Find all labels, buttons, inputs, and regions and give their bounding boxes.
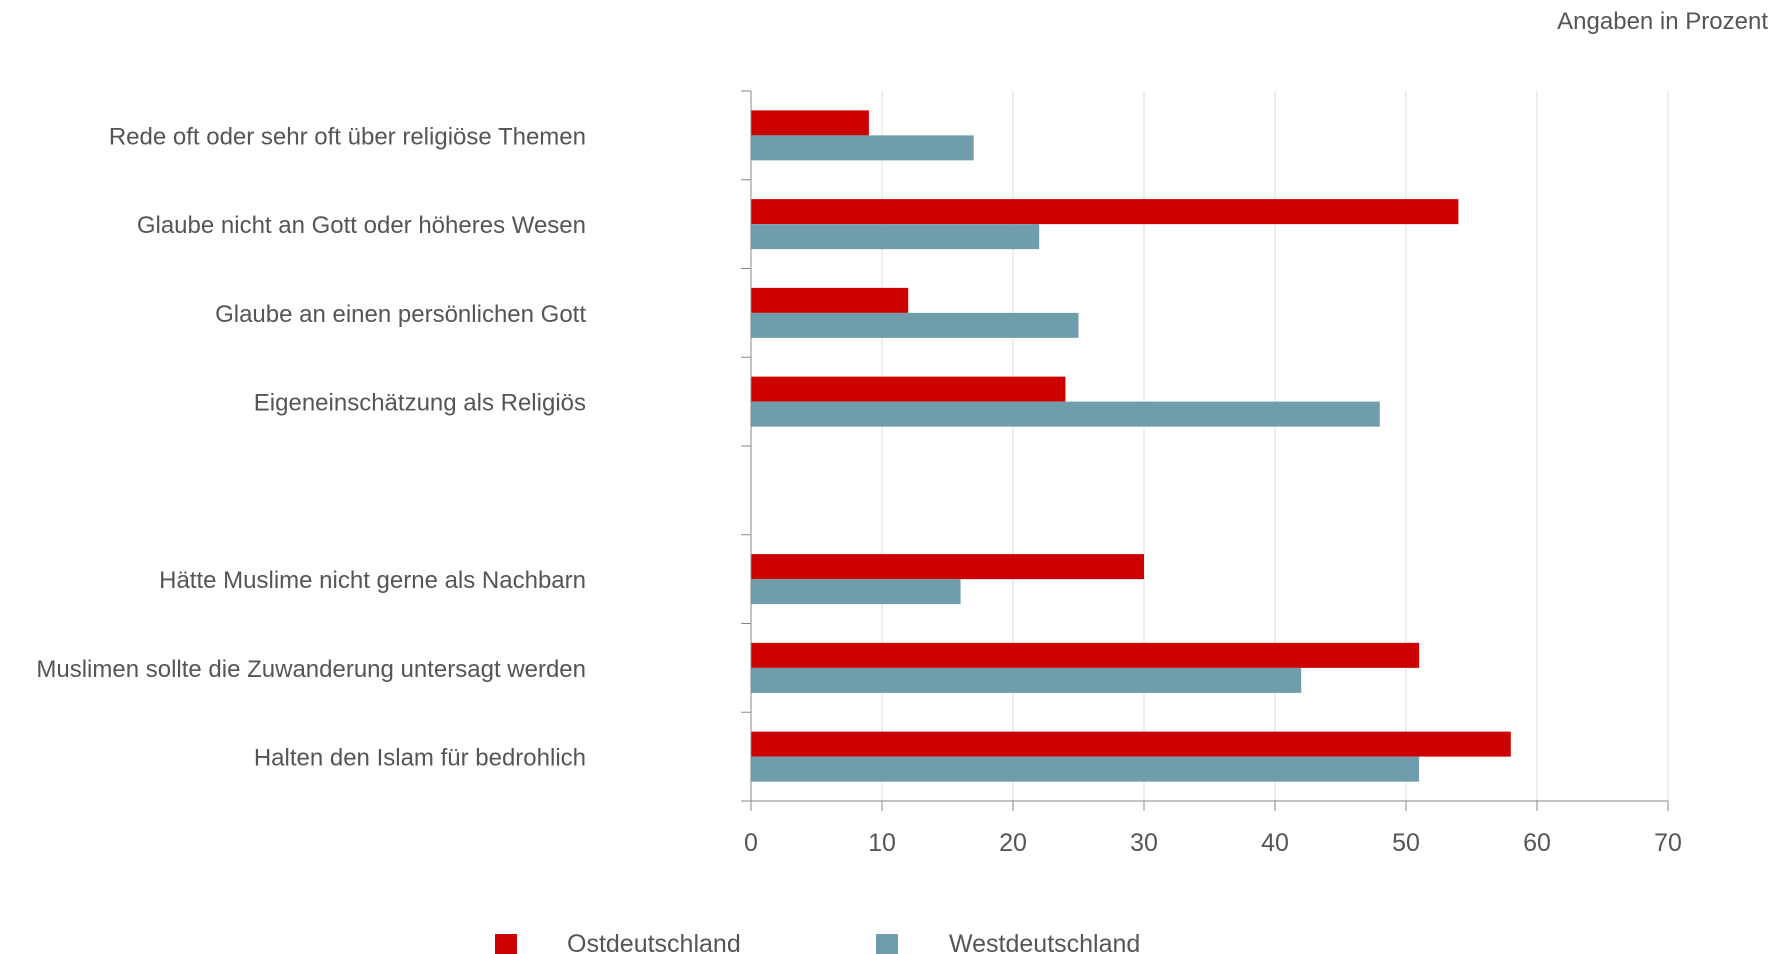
bar-ostdeutschland xyxy=(751,110,869,136)
legend-label: Ostdeutschland xyxy=(567,930,741,954)
category-label: Eigeneinschätzung als Religiös xyxy=(254,390,586,417)
category-label: Halten den Islam für bedrohlich xyxy=(254,745,586,772)
bar-westdeutschland xyxy=(751,579,961,605)
bar-westdeutschland xyxy=(751,312,1079,338)
bar-westdeutschland xyxy=(751,756,1420,782)
x-tick-label: 0 xyxy=(744,829,758,857)
tick-labels: 0 10 20 30 40 50 60 70 xyxy=(744,829,1682,857)
bar-westdeutschland xyxy=(751,135,974,161)
x-tick-label: 30 xyxy=(1130,829,1158,857)
bar-westdeutschland xyxy=(751,401,1380,427)
x-tick-label: 10 xyxy=(868,829,896,857)
x-tick-label: 40 xyxy=(1261,829,1289,857)
bar-ostdeutschland xyxy=(751,376,1066,402)
category-labels: Rede oft oder sehr oft über religiöse Th… xyxy=(36,123,586,771)
bar-ostdeutschland xyxy=(751,554,1144,580)
unit-note: Angaben in Prozent xyxy=(1557,8,1768,35)
axes xyxy=(741,90,1669,811)
bar-westdeutschland xyxy=(751,667,1302,693)
bar-westdeutschland xyxy=(751,224,1040,250)
bar-ostdeutschland xyxy=(751,287,909,313)
x-tick-label: 20 xyxy=(999,829,1027,857)
bar-ostdeutschland xyxy=(751,199,1459,225)
legend-swatch xyxy=(495,934,517,954)
category-label: Glaube nicht an Gott oder höheres Wesen xyxy=(137,212,586,239)
grid-lines xyxy=(881,91,1669,801)
bars xyxy=(751,110,1511,782)
x-tick-label: 70 xyxy=(1654,829,1682,857)
bar-ostdeutschland xyxy=(751,731,1511,757)
category-label: Muslimen sollte die Zuwanderung untersag… xyxy=(36,656,586,683)
category-label: Hätte Muslime nicht gerne als Nachbarn xyxy=(159,567,586,594)
category-label: Glaube an einen persönlichen Gott xyxy=(215,301,586,328)
bar-ostdeutschland xyxy=(751,642,1420,668)
x-tick-label: 50 xyxy=(1392,829,1420,857)
category-label: Rede oft oder sehr oft über religiöse Th… xyxy=(109,123,586,150)
legend-swatch xyxy=(876,934,898,954)
x-tick-label: 60 xyxy=(1523,829,1551,857)
legend: Ostdeutschland Westdeutschland xyxy=(495,930,1140,954)
legend-label: Westdeutschland xyxy=(949,930,1140,954)
